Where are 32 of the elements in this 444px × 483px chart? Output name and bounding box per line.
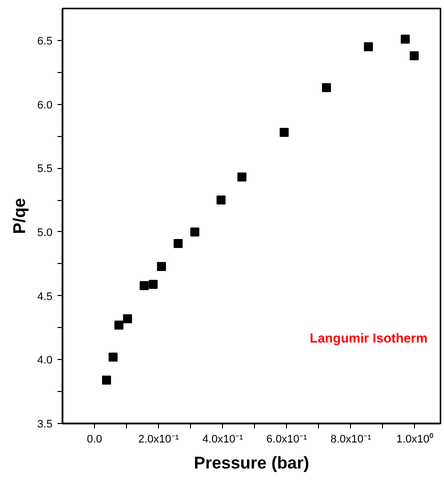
y-axis-title: P/qe (10, 198, 30, 234)
x-tick-label: 2.0x10⁻¹ (138, 434, 180, 446)
point (102, 376, 112, 385)
point (280, 128, 289, 137)
point (148, 280, 158, 289)
x-axis-title: Pressure (bar) (194, 454, 310, 472)
point (156, 262, 166, 271)
point (174, 238, 183, 248)
x-tick-label: 8.0x10⁻¹ (330, 434, 372, 446)
point (140, 281, 149, 290)
point (410, 51, 419, 60)
point (108, 352, 118, 362)
x-tick-label: 1.0x10⁰ (396, 432, 434, 446)
y-tick-label: 6.0 (37, 99, 53, 112)
point (216, 196, 226, 205)
annotation: Langumir Isotherm (310, 330, 428, 346)
y-tick-label: 5.0 (37, 226, 53, 239)
y-tick-label: 3.5 (37, 418, 53, 430)
point (400, 34, 410, 44)
y-tick-label: 5.5 (37, 163, 53, 176)
point (237, 172, 246, 182)
point (114, 320, 124, 330)
point (123, 314, 132, 324)
y-tick-label: 6.5 (37, 35, 53, 48)
x-tick-label: 0.0 (86, 434, 102, 446)
point (190, 227, 200, 236)
x-tick-label: 6.0x10⁻¹ (266, 434, 308, 446)
x-tick-label: 4.0x10⁻¹ (202, 434, 244, 446)
y-tick-label: 4.0 (37, 354, 53, 367)
point (322, 83, 331, 92)
point (364, 42, 373, 52)
y-tick-label: 4.5 (37, 290, 53, 303)
